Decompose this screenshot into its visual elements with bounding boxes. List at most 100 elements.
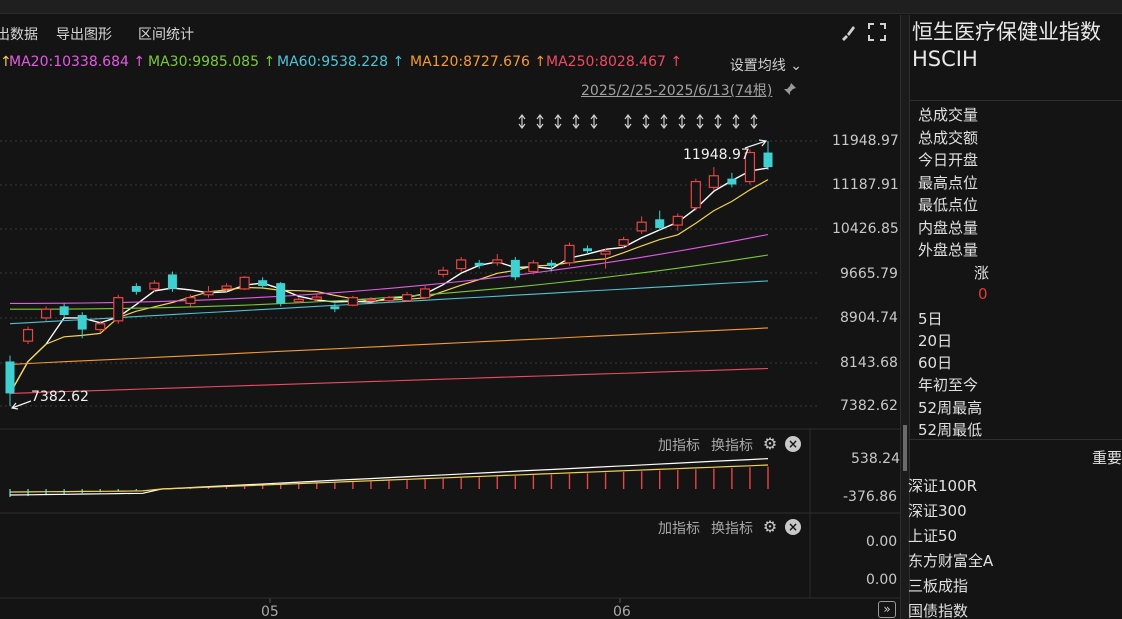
ma30-label: MA30:9985.085 ↑ <box>148 54 276 70</box>
signal-arrow <box>642 114 650 129</box>
quote-side-panel: 恒生医疗保健业指数 HSCIH 总成交量 总成交额 今日开盘 最高点位 最低点位… <box>908 15 1122 619</box>
candle-body <box>347 297 359 306</box>
index-name: 恒生医疗保健业指数 <box>912 20 1101 44</box>
add-indicator-button[interactable]: 加指标 <box>658 438 700 454</box>
candle-body <box>438 269 449 276</box>
ma-legend-row: ↑ MA20:10338.684 ↑ MA30:9985.085 ↑ MA60:… <box>0 50 900 76</box>
candle-body <box>5 361 15 394</box>
candle-body <box>311 296 322 300</box>
period-60d: 60日 <box>918 354 953 372</box>
y-tick-label: 10426.85 <box>832 221 899 237</box>
ma10-line <box>9 179 769 394</box>
top-strip <box>0 0 1122 14</box>
pin-icon[interactable] <box>782 81 798 97</box>
signal-arrow <box>678 114 686 129</box>
candle-body <box>276 283 286 304</box>
period-5d: 5日 <box>918 310 943 328</box>
candle-body <box>690 180 701 209</box>
index-link-eastmoney-all-a[interactable]: 东方财富全A <box>908 552 994 570</box>
candle-body <box>185 297 196 305</box>
signal-arrow <box>518 114 526 129</box>
gear-icon[interactable]: ⚙ <box>762 517 778 536</box>
candle-body <box>655 219 665 228</box>
candle-body <box>293 298 304 303</box>
add-indicator-button-2[interactable]: 加指标 <box>658 521 700 537</box>
candle-body <box>600 250 611 255</box>
candle-body <box>77 315 87 330</box>
candle-body <box>221 285 232 290</box>
candle-body <box>528 262 539 273</box>
kline-chart[interactable] <box>0 0 900 619</box>
candle-body <box>95 323 106 331</box>
candle-body <box>708 175 719 188</box>
candle-body <box>113 297 124 322</box>
period-52w-low: 52周最低 <box>918 421 983 439</box>
stat-high: 最高点位 <box>918 174 979 192</box>
ma60-label: MA60:9538.228 ↑ <box>277 54 405 70</box>
low-annotation: 7382.62 <box>31 389 89 405</box>
price-gridlines <box>0 140 820 603</box>
candle-body <box>564 244 575 264</box>
close-icon[interactable]: × <box>785 436 801 452</box>
fullscreen-icon[interactable] <box>866 21 888 43</box>
candle-body <box>239 276 250 290</box>
close-icon[interactable]: × <box>785 519 801 535</box>
index-link-sz300[interactable]: 深证300 <box>908 502 967 520</box>
y-tick-label: 11948.97 <box>832 133 899 149</box>
x-tick-may: 05 <box>261 604 279 619</box>
candle-body <box>763 152 773 168</box>
ma-settings-dropdown[interactable]: 设置均线 ⌄ <box>729 58 802 74</box>
expand-panel-button[interactable]: » <box>878 601 896 618</box>
divider <box>910 100 1122 101</box>
brush-icon[interactable] <box>836 21 858 43</box>
candle-body <box>672 215 683 226</box>
candle-body <box>22 328 34 342</box>
scrollbar-thumb[interactable] <box>903 425 907 471</box>
candle-body <box>258 280 268 287</box>
stat-total-volume: 总成交量 <box>918 106 979 124</box>
switch-indicator-button[interactable]: 换指标 <box>711 438 753 454</box>
index-code: HSCIH <box>912 47 978 71</box>
candle-body <box>492 259 503 264</box>
candle-body <box>456 259 467 270</box>
high-annotation: 11948.97 <box>683 147 750 163</box>
signal-arrow <box>624 114 632 129</box>
period-52w-high: 52周最高 <box>918 399 983 417</box>
candlestick-series <box>5 141 773 406</box>
ma5-line <box>9 167 769 394</box>
date-range-label[interactable]: 2025/2/25-2025/6/13(74根) <box>581 83 773 99</box>
switch-indicator-button-2[interactable]: 换指标 <box>711 521 753 537</box>
export-image-button[interactable]: 导出图形 <box>56 27 112 43</box>
candle-body <box>167 274 177 289</box>
y-tick-label: 8904.74 <box>840 310 898 326</box>
divider <box>910 439 1122 440</box>
candle-body <box>744 151 756 183</box>
sub2-tick-label: 0.00 <box>866 572 898 588</box>
signal-arrow <box>572 114 580 129</box>
stat-low: 最低点位 <box>918 196 979 214</box>
change-label: 涨 <box>974 264 990 282</box>
ma60-line <box>9 280 769 325</box>
index-title: 恒生医疗保健业指数 HSCIH <box>912 19 1101 73</box>
stat-open: 今日开盘 <box>918 151 979 169</box>
signal-arrows <box>518 114 758 129</box>
export-data-button[interactable]: 出数据 <box>0 27 38 43</box>
period-20d: 20日 <box>918 332 953 350</box>
ma-lines-group <box>9 167 769 394</box>
change-value: 0 <box>978 285 988 303</box>
signal-arrow <box>750 114 758 129</box>
range-stat-button[interactable]: 区间统计 <box>138 27 194 43</box>
candle-body <box>365 298 377 302</box>
index-link-neeq[interactable]: 三板成指 <box>908 577 969 595</box>
period-ytd: 年初至今 <box>918 376 979 394</box>
index-link-treasury[interactable]: 国债指数 <box>908 602 969 619</box>
index-link-sz100r[interactable]: 深证100R <box>908 477 978 495</box>
index-link-sz50[interactable]: 上证50 <box>908 527 958 545</box>
stat-total-amount: 总成交额 <box>918 129 979 147</box>
candle-body <box>419 288 431 299</box>
panel-divider[interactable] <box>900 15 910 619</box>
macd-panel <box>9 458 769 497</box>
ma20-label: MA20:10338.684 ↑ <box>9 54 146 70</box>
gear-icon[interactable]: ⚙ <box>762 434 778 453</box>
signal-arrow <box>660 114 668 129</box>
